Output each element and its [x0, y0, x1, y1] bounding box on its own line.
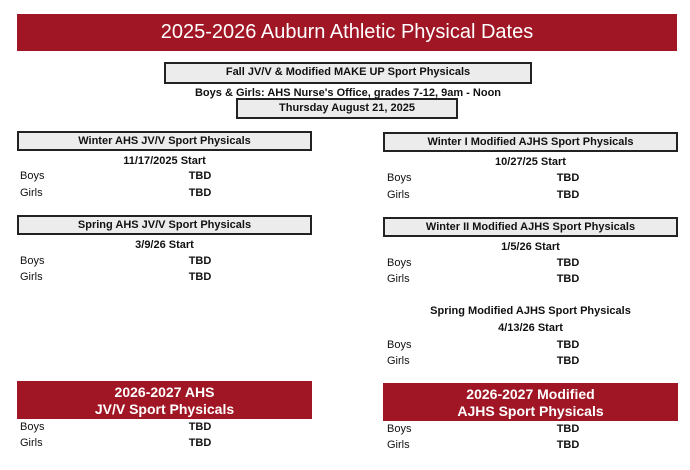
winter-ahs-heading: Winter AHS JV/V Sport Physicals	[17, 131, 312, 151]
next-ahs-heading-line1: 2026-2027 AHS	[114, 384, 215, 400]
spring-ahs-girls-label: Girls	[20, 271, 43, 283]
next-ahs-girls-label: Girls	[20, 437, 43, 449]
next-mod-heading-line1: 2026-2027 Modified	[466, 386, 595, 402]
winter2-mod-boys-label: Boys	[387, 257, 412, 269]
winter-ahs-boys-value: TBD	[188, 170, 212, 182]
winter2-mod-start: 1/5/26 Start	[501, 241, 560, 253]
next-ahs-boys-value: TBD	[188, 421, 212, 433]
spring-mod-heading: Spring Modified AJHS Sport Physicals	[430, 305, 631, 317]
next-ahs-girls-value: TBD	[188, 437, 212, 449]
next-mod-banner: 2026-2027 Modified AJHS Sport Physicals	[383, 383, 678, 421]
spring-ahs-start: 3/9/26 Start	[135, 239, 194, 251]
spring-mod-start: 4/13/26 Start	[498, 322, 563, 334]
spring-mod-girls-value: TBD	[556, 355, 580, 367]
fall-heading: Fall JV/V & Modified MAKE UP Sport Physi…	[164, 62, 532, 84]
winter-ahs-girls-value: TBD	[188, 187, 212, 199]
spring-ahs-girls-value: TBD	[188, 271, 212, 283]
winter2-mod-girls-value: TBD	[556, 273, 580, 285]
spring-ahs-heading: Spring AHS JV/V Sport Physicals	[17, 215, 312, 235]
winter1-mod-girls-value: TBD	[556, 189, 580, 201]
winter2-mod-heading: Winter II Modified AJHS Sport Physicals	[383, 217, 678, 237]
fall-location: Boys & Girls: AHS Nurse's Office, grades…	[194, 87, 502, 99]
winter1-mod-girls-label: Girls	[387, 189, 410, 201]
winter-ahs-boys-label: Boys	[20, 170, 45, 182]
spring-mod-girls-label: Girls	[387, 355, 410, 367]
spring-ahs-boys-label: Boys	[20, 255, 45, 267]
winter2-mod-girls-label: Girls	[387, 273, 410, 285]
next-mod-girls-value: TBD	[556, 439, 580, 451]
next-mod-boys-label: Boys	[387, 423, 412, 435]
spring-mod-boys-label: Boys	[387, 339, 412, 351]
spring-mod-boys-value: TBD	[556, 339, 580, 351]
next-mod-girls-label: Girls	[387, 439, 410, 451]
winter-ahs-start: 11/17/2025 Start	[123, 155, 206, 167]
next-mod-heading-line2: AJHS Sport Physicals	[457, 403, 604, 419]
next-ahs-boys-label: Boys	[20, 421, 45, 433]
winter1-mod-heading: Winter I Modified AJHS Sport Physicals	[383, 132, 678, 152]
fall-date: Thursday August 21, 2025	[236, 98, 458, 119]
next-mod-boys-value: TBD	[556, 423, 580, 435]
winter1-mod-boys-label: Boys	[387, 172, 412, 184]
winter1-mod-boys-value: TBD	[556, 172, 580, 184]
next-ahs-banner: 2026-2027 AHS JV/V Sport Physicals	[17, 381, 312, 419]
winter1-mod-start: 10/27/25 Start	[495, 156, 566, 168]
winter2-mod-boys-value: TBD	[556, 257, 580, 269]
page-title: 2025-2026 Auburn Athletic Physical Dates	[17, 14, 677, 51]
next-ahs-heading-line2: JV/V Sport Physicals	[94, 401, 235, 417]
spring-ahs-boys-value: TBD	[188, 255, 212, 267]
winter-ahs-girls-label: Girls	[20, 187, 43, 199]
